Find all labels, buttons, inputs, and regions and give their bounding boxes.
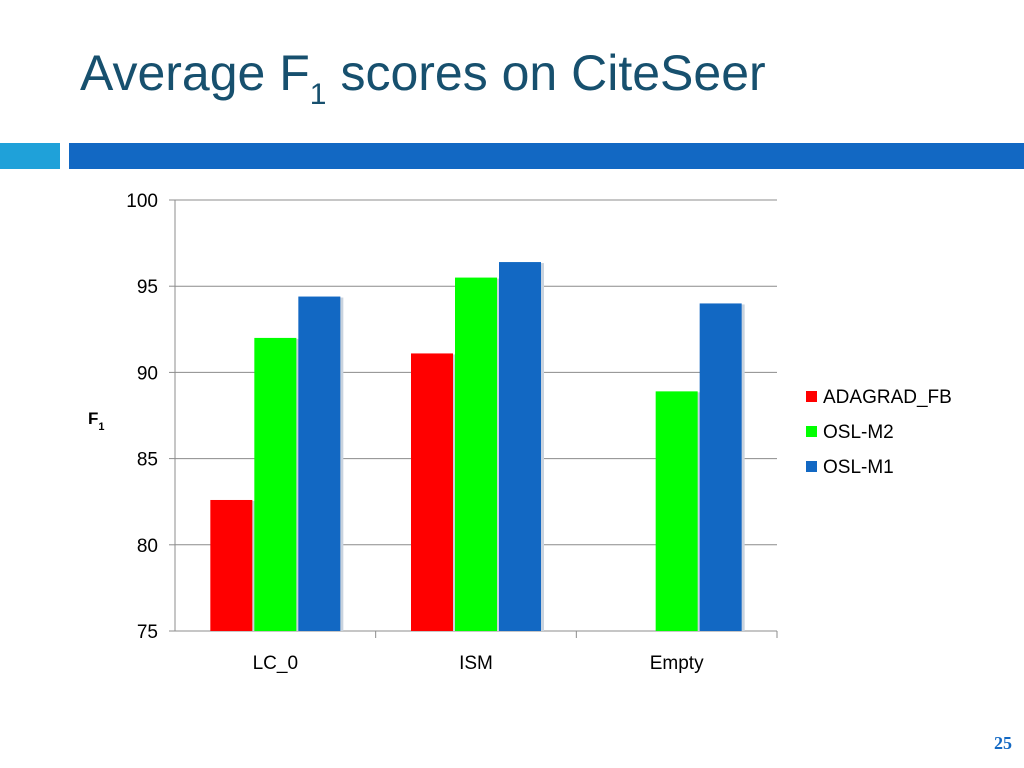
y-tick-label: 95	[137, 277, 158, 298]
title-main: Average F	[80, 45, 310, 101]
x-tick-label: LC_0	[253, 653, 298, 674]
bar	[411, 353, 453, 631]
bar	[499, 262, 541, 631]
legend-label: ADAGRAD_FB	[823, 387, 952, 408]
legend-label: OSL-M2	[823, 422, 894, 443]
y-tick-label: 90	[137, 363, 158, 384]
y-tick-label: 85	[137, 450, 158, 471]
legend-swatch	[806, 426, 817, 437]
title-rest: scores on CiteSeer	[340, 45, 766, 101]
bar	[298, 296, 341, 631]
y-axis-label-main: F	[88, 409, 98, 428]
bar	[210, 499, 253, 631]
slide-number: 25	[994, 733, 1012, 753]
y-tick-label: 80	[137, 536, 158, 557]
bar	[655, 391, 698, 631]
slide-title: Average F1 scores on CiteSeer	[80, 45, 766, 110]
x-tick-label: Empty	[650, 653, 704, 674]
bar	[455, 277, 497, 631]
legend-swatch	[806, 461, 817, 472]
header-main-bar	[69, 143, 1024, 169]
x-tick-label: ISM	[459, 653, 493, 674]
y-tick-label: 100	[126, 191, 158, 212]
y-axis-label-subscript: 1	[98, 421, 104, 433]
title-subscript: 1	[309, 78, 327, 111]
y-tick-label: 75	[137, 622, 158, 643]
y-axis-label: F1	[88, 409, 105, 433]
header-accent-bar	[0, 143, 60, 169]
legend-swatch	[806, 391, 817, 402]
bar	[254, 337, 297, 631]
legend-label: OSL-M1	[823, 457, 894, 478]
bar	[699, 303, 742, 631]
